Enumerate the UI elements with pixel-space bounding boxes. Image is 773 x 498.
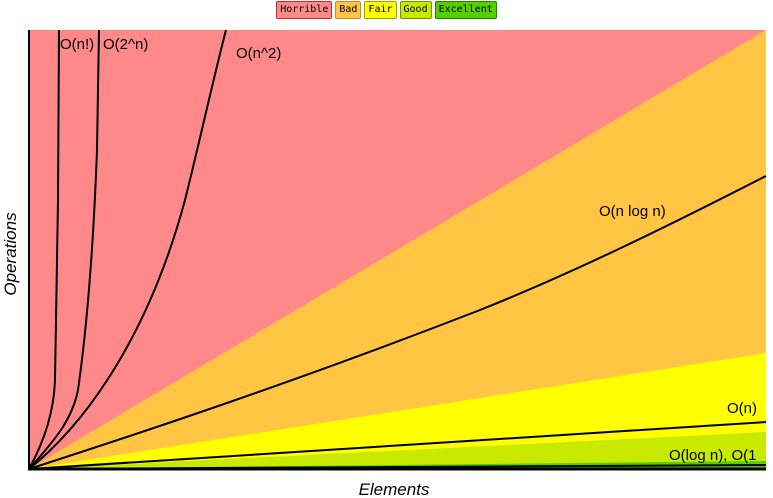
legend-horrible: Horrible <box>276 1 333 19</box>
label-log-const: O(log n), O(1 <box>669 447 757 464</box>
legend: Horrible Bad Fair Good Excellent <box>0 1 773 19</box>
legend-fair: Fair <box>364 1 397 19</box>
label-factorial: O(n!) <box>60 36 94 53</box>
legend-bad: Bad <box>335 1 362 19</box>
label-exponential: O(2^n) <box>103 36 148 53</box>
region-bad <box>29 30 766 469</box>
curve-quadratic <box>28 29 227 470</box>
label-nlogn: O(n log n) <box>599 203 666 220</box>
region-good <box>29 432 766 469</box>
curve-nlogn <box>28 175 767 470</box>
legend-excellent: Excellent <box>434 1 497 19</box>
curve-factorial <box>28 29 60 470</box>
y-axis-title: Operations <box>1 212 20 296</box>
curve-linear <box>28 421 767 470</box>
curve-exponential <box>28 29 100 470</box>
x-axis-title: Elements <box>359 480 430 498</box>
label-quadratic: O(n^2) <box>236 45 281 62</box>
label-linear: O(n) <box>727 400 757 417</box>
legend-good: Good <box>399 1 432 19</box>
region-fair <box>29 353 766 469</box>
